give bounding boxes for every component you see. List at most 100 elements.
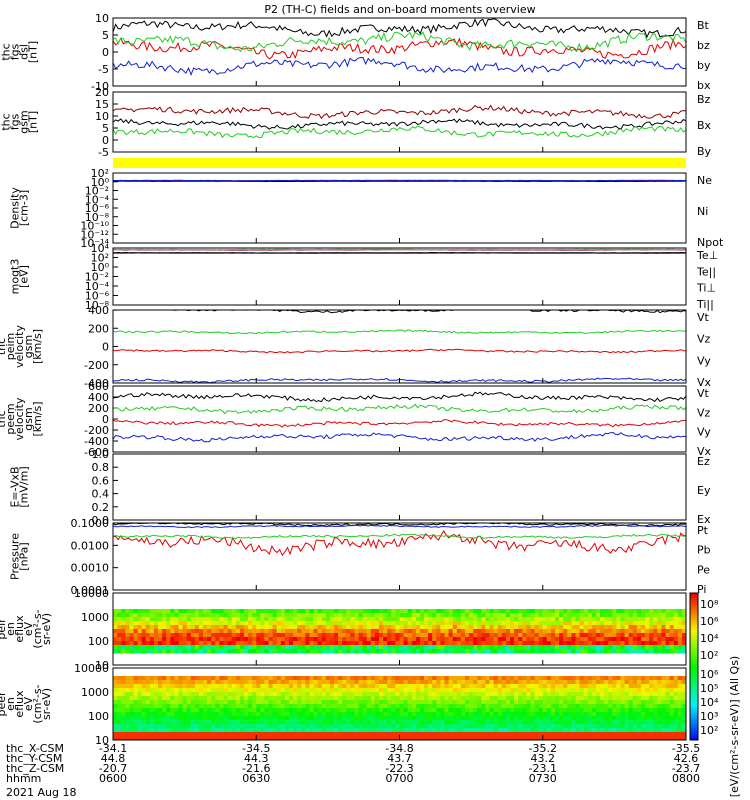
heatmap-cell (129, 625, 134, 630)
heatmap-cell (166, 684, 171, 689)
heatmap-cell (407, 613, 413, 618)
heatmap-cell (227, 728, 233, 733)
heatmap-cell (113, 736, 118, 741)
heatmap-cell (456, 613, 462, 618)
heatmap-cell (182, 649, 188, 654)
heatmap-cell (374, 609, 380, 614)
heatmap-cell (244, 700, 249, 705)
heatmap-cell (608, 609, 613, 614)
heatmap-cell (284, 704, 290, 709)
heatmap-cell (420, 724, 425, 729)
heatmap-cell (681, 680, 687, 685)
heatmap-cell (145, 629, 151, 634)
heatmap-cell (653, 732, 658, 737)
heatmap-cell (354, 609, 360, 614)
heatmap-cell (182, 700, 188, 705)
heatmap-cell (669, 625, 675, 630)
heatmap-cell (428, 676, 433, 681)
heatmap-cell (497, 716, 503, 721)
heatmap-cell (379, 736, 384, 741)
heatmap-cell (358, 696, 364, 701)
heatmap-cell (182, 680, 188, 685)
heatmap-cell (681, 637, 687, 642)
heatmap-cell (260, 676, 265, 681)
heatmap-cell (137, 641, 143, 646)
heatmap-cell (272, 716, 278, 721)
heatmap-cell (571, 688, 576, 693)
heatmap-cell (182, 716, 188, 721)
heatmap-cell (334, 680, 339, 685)
heatmap-cell (469, 621, 474, 626)
heatmap-cell (497, 641, 503, 646)
heatmap-cell (681, 708, 687, 713)
heatmap-cell (428, 688, 433, 693)
heatmap-cell (129, 700, 134, 705)
heatmap-cell (673, 609, 679, 614)
heatmap-cell (137, 617, 143, 622)
heatmap-cell (170, 617, 175, 622)
heatmap-cell (379, 621, 384, 626)
heatmap-cell (223, 700, 229, 705)
heatmap-cell (342, 692, 347, 697)
heatmap-cell (379, 728, 384, 733)
heatmap-cell (514, 649, 519, 654)
heatmap-cell (608, 716, 613, 721)
heatmap-cell (174, 645, 179, 650)
heatmap-cell (469, 649, 474, 654)
legend-bx: bx (697, 79, 711, 92)
heatmap-cell (313, 629, 319, 634)
heatmap-cell (350, 696, 355, 701)
heatmap-cell (129, 688, 134, 693)
heatmap-cell (354, 649, 360, 654)
heatmap-cell (550, 633, 556, 638)
heatmap-cell (579, 724, 585, 729)
heatmap-cell (301, 700, 306, 705)
heatmap-cell (145, 720, 151, 725)
heatmap-cell (567, 684, 572, 689)
heatmap-cell (186, 724, 192, 729)
heatmap-cell (653, 649, 658, 654)
heatmap-cell (387, 676, 392, 681)
heatmap-cell (645, 696, 650, 701)
ytick-label: 10⁻⁶ (85, 202, 110, 215)
heatmap-cell (272, 728, 278, 733)
heatmap-cell (493, 692, 499, 697)
heatmap-cell (391, 684, 396, 689)
heatmap-cell (583, 680, 589, 685)
heatmap-cell (325, 609, 331, 614)
heatmap-cell (158, 680, 163, 685)
heatmap-cell (162, 692, 167, 697)
heatmap-cell (141, 700, 147, 705)
heatmap-cell (636, 676, 642, 681)
heatmap-cell (129, 613, 134, 618)
heatmap-cell (604, 696, 609, 701)
heatmap-cell (636, 700, 642, 705)
panel-ylabel: Density[cm-3] (9, 187, 31, 229)
heatmap-cell (485, 736, 490, 741)
heatmap-cell (452, 736, 458, 741)
heatmap-cell (608, 633, 613, 638)
heatmap-cell (350, 712, 355, 717)
heatmap-cell (596, 736, 601, 741)
heatmap-cell (571, 704, 576, 709)
heatmap-cell (248, 629, 253, 634)
heatmap-cell (489, 712, 495, 717)
heatmap-cell (264, 629, 269, 634)
heatmap-cell (473, 649, 478, 654)
heatmap-cell (301, 684, 306, 689)
heatmap-cell (424, 625, 429, 630)
heatmap-cell (350, 613, 355, 618)
heatmap-cell (485, 613, 490, 618)
heatmap-cell (518, 613, 523, 618)
heatmap-cell (162, 736, 167, 741)
heatmap-cell (587, 688, 593, 693)
heatmap-cell (530, 633, 536, 638)
heatmap-cell (567, 720, 572, 725)
heatmap-cell (211, 613, 216, 618)
heatmap-cell (411, 621, 417, 626)
heatmap-cell (162, 728, 167, 733)
heatmap-cell (207, 617, 212, 622)
heatmap-cell (636, 609, 642, 614)
heatmap-cell (489, 625, 495, 630)
heatmap-cell (477, 645, 482, 650)
